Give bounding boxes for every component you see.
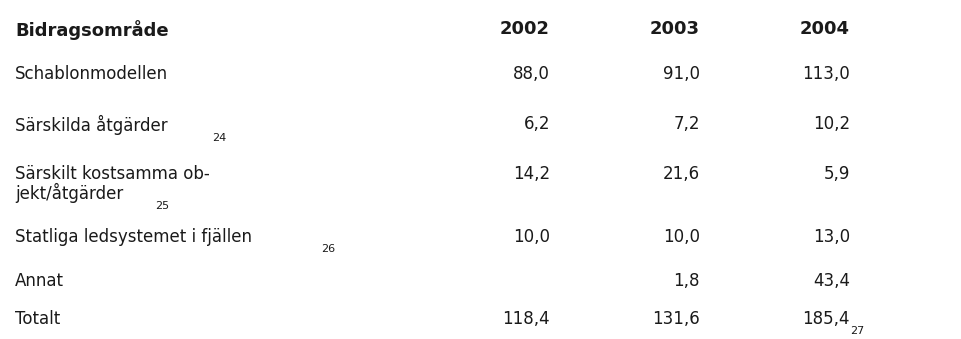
Text: Särskilda åtgärder: Särskilda åtgärder — [15, 115, 167, 135]
Text: 118,4: 118,4 — [502, 310, 550, 328]
Text: 131,6: 131,6 — [652, 310, 700, 328]
Text: 5,9: 5,9 — [823, 165, 850, 183]
Text: 2002: 2002 — [500, 20, 550, 38]
Text: 7,2: 7,2 — [673, 115, 700, 133]
Text: 88,0: 88,0 — [512, 65, 550, 83]
Text: Särskilt kostsamma ob-: Särskilt kostsamma ob- — [15, 165, 209, 183]
Text: 2004: 2004 — [800, 20, 850, 38]
Text: 13,0: 13,0 — [812, 228, 850, 246]
Text: 27: 27 — [850, 325, 863, 336]
Text: Annat: Annat — [15, 272, 64, 290]
Text: Statliga ledsystemet i fjällen: Statliga ledsystemet i fjällen — [15, 228, 252, 246]
Text: 10,0: 10,0 — [662, 228, 700, 246]
Text: 1,8: 1,8 — [673, 272, 700, 290]
Text: 2003: 2003 — [650, 20, 700, 38]
Text: 14,2: 14,2 — [512, 165, 550, 183]
Text: jekt/åtgärder: jekt/åtgärder — [15, 183, 123, 203]
Text: 10,2: 10,2 — [812, 115, 850, 133]
Text: 26: 26 — [320, 244, 334, 254]
Text: 21,6: 21,6 — [662, 165, 700, 183]
Text: 185,4: 185,4 — [801, 310, 850, 328]
Text: 113,0: 113,0 — [801, 65, 850, 83]
Text: Schablonmodellen: Schablonmodellen — [15, 65, 168, 83]
Text: 10,0: 10,0 — [512, 228, 550, 246]
Text: 6,2: 6,2 — [523, 115, 550, 133]
Text: 25: 25 — [155, 201, 168, 211]
Text: 24: 24 — [211, 133, 226, 143]
Text: 91,0: 91,0 — [662, 65, 700, 83]
Text: Bidragsområde: Bidragsområde — [15, 20, 168, 40]
Text: 43,4: 43,4 — [812, 272, 850, 290]
Text: Totalt: Totalt — [15, 310, 61, 328]
